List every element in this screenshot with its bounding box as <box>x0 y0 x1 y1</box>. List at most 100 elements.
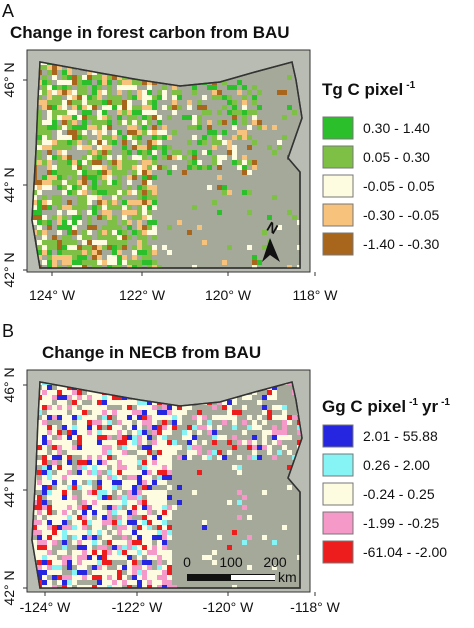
pixel <box>157 90 162 95</box>
scale-unit: km <box>278 569 297 585</box>
pixel <box>42 485 47 490</box>
pixel <box>112 225 117 230</box>
pixel <box>162 425 167 430</box>
pixel <box>42 130 47 135</box>
pixel <box>77 585 82 588</box>
pixel <box>117 395 122 400</box>
pixel <box>72 410 77 415</box>
pixel <box>107 475 112 480</box>
pixel <box>197 225 202 230</box>
pixel <box>147 180 152 185</box>
pixel <box>152 135 157 140</box>
pixel <box>82 185 87 190</box>
pixel <box>132 135 137 140</box>
pixel <box>202 135 207 140</box>
pixel <box>107 190 112 195</box>
pixel <box>117 160 122 165</box>
pixel <box>57 495 62 500</box>
pixel <box>192 160 197 165</box>
pixel <box>57 435 62 440</box>
pixel <box>172 410 177 415</box>
pixel <box>157 415 162 420</box>
pixel <box>57 550 62 555</box>
pixel <box>97 170 102 175</box>
pixel <box>157 165 162 170</box>
pixel <box>122 495 127 500</box>
pixel <box>147 150 152 155</box>
pixel <box>137 230 142 235</box>
pixel <box>192 85 197 90</box>
pixel <box>77 255 82 260</box>
pixel <box>62 115 67 120</box>
pixel <box>242 120 247 125</box>
pixel <box>62 470 67 475</box>
pixel <box>117 190 122 195</box>
pixel <box>232 445 237 450</box>
pixel <box>142 225 147 230</box>
pixel <box>92 190 97 195</box>
pixel <box>162 440 167 445</box>
pixel <box>112 160 117 165</box>
pixel <box>122 465 127 470</box>
pixel <box>117 550 122 555</box>
pixel <box>102 235 107 240</box>
pixel <box>87 195 92 200</box>
pixel <box>82 100 87 105</box>
pixel <box>152 165 157 170</box>
pixel <box>177 95 182 100</box>
pixel <box>177 485 182 490</box>
pixel <box>57 430 62 435</box>
pixel <box>102 520 107 525</box>
pixel <box>77 170 82 175</box>
pixel <box>142 515 147 520</box>
pixel <box>222 400 227 405</box>
pixel <box>117 265 122 268</box>
pixel <box>47 175 52 180</box>
pixel <box>102 535 107 540</box>
pixel <box>82 575 87 580</box>
pixel <box>37 140 42 145</box>
pixel <box>42 425 47 430</box>
pixel <box>157 445 162 450</box>
pixel <box>242 430 247 435</box>
pixel <box>147 225 152 230</box>
pixel <box>272 395 277 400</box>
pixel <box>47 580 52 585</box>
pixel <box>237 465 242 470</box>
pixel <box>262 535 267 540</box>
pixel <box>82 555 87 560</box>
pixel <box>297 430 302 435</box>
pixel <box>102 105 107 110</box>
pixel <box>177 410 182 415</box>
pixel <box>132 480 137 485</box>
pixel <box>92 555 97 560</box>
pixel <box>152 425 157 430</box>
pixel <box>52 180 57 185</box>
pixel <box>147 455 152 460</box>
pixel <box>42 220 47 225</box>
pixel <box>77 470 82 475</box>
pixel <box>107 255 112 260</box>
pixel <box>212 435 217 440</box>
pixel <box>142 500 147 505</box>
pixel <box>152 245 157 250</box>
pixel <box>92 440 97 445</box>
pixel <box>97 550 102 555</box>
pixel <box>97 435 102 440</box>
pixel <box>282 430 287 435</box>
pixel <box>77 420 82 425</box>
pixel <box>67 140 72 145</box>
pixel <box>52 445 57 450</box>
pixel <box>137 220 142 225</box>
pixel <box>147 490 152 495</box>
pixel <box>112 400 117 405</box>
pixel <box>102 435 107 440</box>
pixel <box>92 490 97 495</box>
pixel <box>37 185 42 190</box>
pixel <box>152 195 157 200</box>
pixel <box>47 565 52 570</box>
pixel <box>92 570 97 575</box>
pixel <box>107 95 112 100</box>
pixel <box>137 530 142 535</box>
pixel <box>147 540 152 545</box>
